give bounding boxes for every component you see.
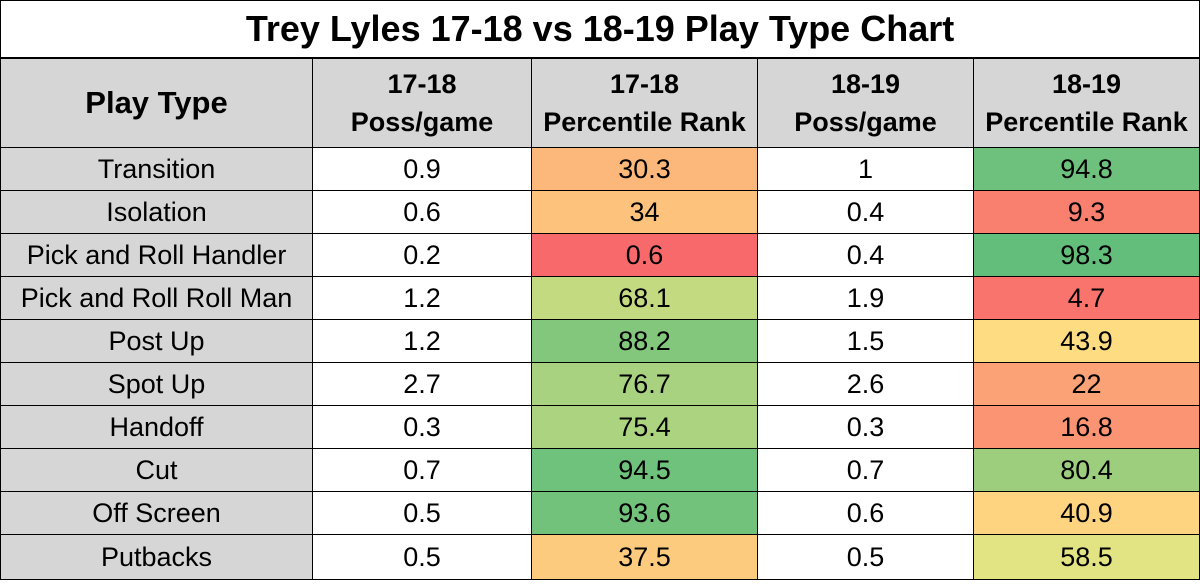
poss-1718-cell: 0.6 bbox=[312, 190, 532, 234]
poss-1819-cell: 0.5 bbox=[757, 534, 974, 580]
table-row: Isolation 0.6 34 0.4 9.3 bbox=[0, 190, 1200, 234]
column-header-3: 17-18 Percentile Rank bbox=[531, 57, 758, 148]
rank-1819-cell: 40.9 bbox=[972, 491, 1200, 535]
play-type-cell: Spot Up bbox=[0, 362, 313, 406]
column-header-1: Play Type bbox=[0, 57, 313, 148]
column-header-line2: Percentile Rank bbox=[985, 107, 1188, 137]
column-header-line1: 17-18 bbox=[609, 69, 680, 99]
column-header-line2: Poss/game bbox=[350, 107, 494, 137]
column-header-line2: Poss/game bbox=[794, 107, 937, 137]
table-row: Cut 0.7 94.5 0.7 80.4 bbox=[0, 448, 1200, 492]
poss-1718-cell: 0.3 bbox=[312, 405, 532, 449]
column-header-2: 17-18 Poss/game bbox=[312, 57, 532, 148]
poss-1718-cell: 1.2 bbox=[312, 276, 532, 320]
rank-1819-cell: 94.8 bbox=[972, 147, 1200, 191]
rank-1819-cell: 16.8 bbox=[972, 405, 1200, 449]
poss-1718-cell: 0.2 bbox=[312, 233, 532, 277]
table-row: Pick and Roll Roll Man 1.2 68.1 1.9 4.7 bbox=[0, 276, 1200, 320]
play-type-cell: Transition bbox=[0, 147, 313, 191]
poss-1819-cell: 1 bbox=[757, 147, 974, 191]
rank-1718-cell: 76.7 bbox=[531, 362, 758, 406]
poss-1819-cell: 0.4 bbox=[757, 233, 974, 277]
play-type-cell: Off Screen bbox=[0, 491, 313, 535]
poss-1819-cell: 1.5 bbox=[757, 319, 974, 363]
rank-1819-cell: 22 bbox=[972, 362, 1200, 406]
poss-1718-cell: 0.5 bbox=[312, 491, 532, 535]
rank-1819-cell: 9.3 bbox=[972, 190, 1200, 234]
poss-1718-cell: 0.7 bbox=[312, 448, 532, 492]
rank-1718-cell: 68.1 bbox=[531, 276, 758, 320]
poss-1819-cell: 0.4 bbox=[757, 190, 974, 234]
table-row: Putbacks 0.5 37.5 0.5 58.5 bbox=[0, 534, 1200, 580]
column-header-line1: 18-19 bbox=[1051, 69, 1122, 99]
rank-1819-cell: 98.3 bbox=[972, 233, 1200, 277]
rank-1819-cell: 43.9 bbox=[972, 319, 1200, 363]
play-type-cell: Pick and Roll Roll Man bbox=[0, 276, 313, 320]
poss-1819-cell: 0.6 bbox=[757, 491, 974, 535]
rank-1819-cell: 58.5 bbox=[972, 534, 1200, 580]
poss-1718-cell: 0.5 bbox=[312, 534, 532, 580]
table-row: Post Up 1.2 88.2 1.5 43.9 bbox=[0, 319, 1200, 363]
column-header-line2: Percentile Rank bbox=[543, 107, 746, 137]
rank-1718-cell: 88.2 bbox=[531, 319, 758, 363]
column-header-4: 18-19 Poss/game bbox=[757, 57, 974, 148]
rank-1819-cell: 80.4 bbox=[972, 448, 1200, 492]
poss-1718-cell: 2.7 bbox=[312, 362, 532, 406]
rank-1718-cell: 75.4 bbox=[531, 405, 758, 449]
column-header-line1: Play Type bbox=[85, 85, 228, 120]
poss-1718-cell: 0.9 bbox=[312, 147, 532, 191]
rank-1718-cell: 93.6 bbox=[531, 491, 758, 535]
table-row: Transition 0.9 30.3 1 94.8 bbox=[0, 147, 1200, 191]
column-header-line1: 17-18 bbox=[387, 69, 457, 99]
poss-1819-cell: 0.3 bbox=[757, 405, 974, 449]
table-row: Spot Up 2.7 76.7 2.6 22 bbox=[0, 362, 1200, 406]
play-type-cell: Isolation bbox=[0, 190, 313, 234]
rank-1718-cell: 0.6 bbox=[531, 233, 758, 277]
rank-1718-cell: 34 bbox=[531, 190, 758, 234]
play-type-cell: Cut bbox=[0, 448, 313, 492]
column-header-line1: 18-19 bbox=[830, 69, 901, 99]
header-row: Play Type 17-18 Poss/game 17-18 Percentile R… bbox=[0, 57, 1200, 148]
poss-1718-cell: 1.2 bbox=[312, 319, 532, 363]
play-type-cell: Post Up bbox=[0, 319, 313, 363]
poss-1819-cell: 0.7 bbox=[757, 448, 974, 492]
rank-1819-cell: 4.7 bbox=[972, 276, 1200, 320]
poss-1819-cell: 2.6 bbox=[757, 362, 974, 406]
rank-1718-cell: 94.5 bbox=[531, 448, 758, 492]
table-body: Transition 0.9 30.3 1 94.8 Isolation 0.6 34 0.4 9… bbox=[0, 147, 1200, 580]
play-type-cell: Putbacks bbox=[0, 534, 313, 580]
poss-1819-cell: 1.9 bbox=[757, 276, 974, 320]
rank-1718-cell: 37.5 bbox=[531, 534, 758, 580]
table-row: Off Screen 0.5 93.6 0.6 40.9 bbox=[0, 491, 1200, 535]
table-row: Pick and Roll Handler 0.2 0.6 0.4 98.3 bbox=[0, 233, 1200, 277]
play-type-cell: Pick and Roll Handler bbox=[0, 233, 313, 277]
rank-1718-cell: 30.3 bbox=[531, 147, 758, 191]
chart-title: Trey Lyles 17-18 vs 18-19 Play Type Char… bbox=[0, 0, 1200, 59]
play-type-cell: Handoff bbox=[0, 405, 313, 449]
table-row: Handoff 0.3 75.4 0.3 16.8 bbox=[0, 405, 1200, 449]
column-header-5: 18-19 Percentile Rank bbox=[972, 57, 1200, 148]
